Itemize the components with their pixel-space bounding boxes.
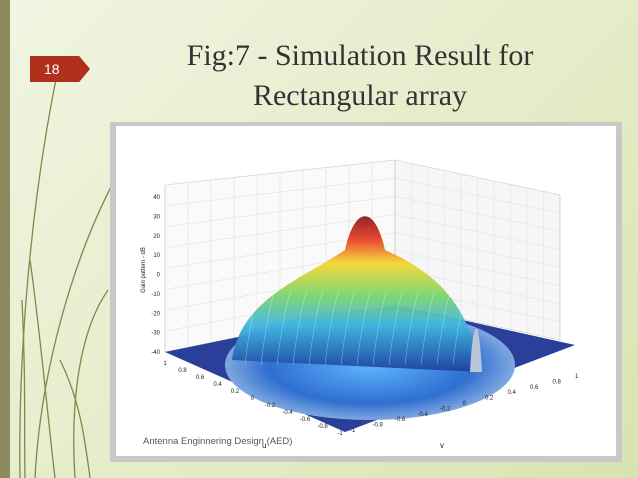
v-tick-label: -0.8 bbox=[373, 423, 384, 429]
ripple bbox=[436, 289, 452, 366]
slide-number: 18 bbox=[30, 56, 90, 82]
v-tick-label: 0.6 bbox=[530, 385, 539, 391]
v-tick-label: -0.4 bbox=[418, 412, 429, 418]
z-tick-label: -20 bbox=[151, 311, 160, 317]
v-tick-label: 0 bbox=[463, 401, 467, 407]
u-tick-label: 0.6 bbox=[196, 375, 205, 381]
ripple bbox=[420, 289, 436, 366]
z-tick-label: 20 bbox=[153, 234, 160, 240]
v-axis-label: v bbox=[440, 441, 444, 450]
v-tick-label: 0.2 bbox=[485, 396, 494, 402]
ripple bbox=[324, 289, 340, 366]
v-tick-label: -1 bbox=[350, 428, 356, 434]
ripple bbox=[452, 289, 468, 366]
u-tick-label: 0.8 bbox=[178, 368, 187, 374]
z-axis-label: Gain pattern - dB bbox=[141, 247, 147, 293]
surface-ripples bbox=[244, 289, 468, 366]
ripple bbox=[244, 289, 260, 366]
v-tick-label: 1 bbox=[575, 374, 579, 380]
z-tick-label: 10 bbox=[153, 253, 160, 259]
ripple bbox=[308, 289, 324, 366]
u-tick-label: -0.8 bbox=[317, 424, 328, 430]
u-tick-label: -1 bbox=[337, 431, 343, 437]
u-tick-label: -0.4 bbox=[282, 410, 293, 416]
surface bbox=[232, 216, 480, 372]
v-tick-label: 0.8 bbox=[553, 379, 562, 385]
ripple bbox=[388, 289, 404, 366]
u-tick-label: 1 bbox=[163, 361, 167, 367]
grass bbox=[19, 59, 121, 478]
u-tick-label: 0 bbox=[251, 396, 255, 402]
ripple bbox=[404, 289, 420, 366]
footer: Antenna Enginnering Design (AED) bbox=[143, 436, 293, 447]
slide-title: Fig:7 - Simulation Result for Rectangula… bbox=[110, 36, 610, 116]
title-line: Fig:7 - Simulation Result for bbox=[186, 39, 534, 72]
ripple bbox=[356, 289, 372, 366]
ripple bbox=[292, 289, 308, 366]
surface-spike bbox=[470, 328, 482, 372]
z-tick-label: -40 bbox=[151, 350, 160, 356]
v-tick-label: -0.6 bbox=[395, 417, 406, 423]
v-tick-label: -0.2 bbox=[440, 406, 451, 412]
side-bar bbox=[0, 0, 10, 478]
z-tick-label: 0 bbox=[157, 273, 161, 279]
u-tick-label: -0.2 bbox=[265, 403, 276, 409]
ripple bbox=[372, 289, 388, 366]
title-line: Rectangular array bbox=[252, 79, 468, 112]
ripple bbox=[340, 289, 356, 366]
u-tick-label: 0.2 bbox=[231, 389, 240, 395]
u-axis-label: u bbox=[262, 441, 266, 450]
z-tick-label: -10 bbox=[151, 292, 160, 298]
z-tick-label: 40 bbox=[153, 195, 160, 201]
ripple bbox=[276, 289, 292, 366]
z-tick-label: 30 bbox=[153, 214, 160, 220]
z-tick-label: -30 bbox=[151, 331, 160, 337]
v-tick-label: 0.4 bbox=[508, 390, 517, 396]
ripple bbox=[260, 289, 276, 366]
u-tick-label: 0.4 bbox=[213, 382, 222, 388]
u-tick-label: -0.6 bbox=[300, 417, 311, 423]
